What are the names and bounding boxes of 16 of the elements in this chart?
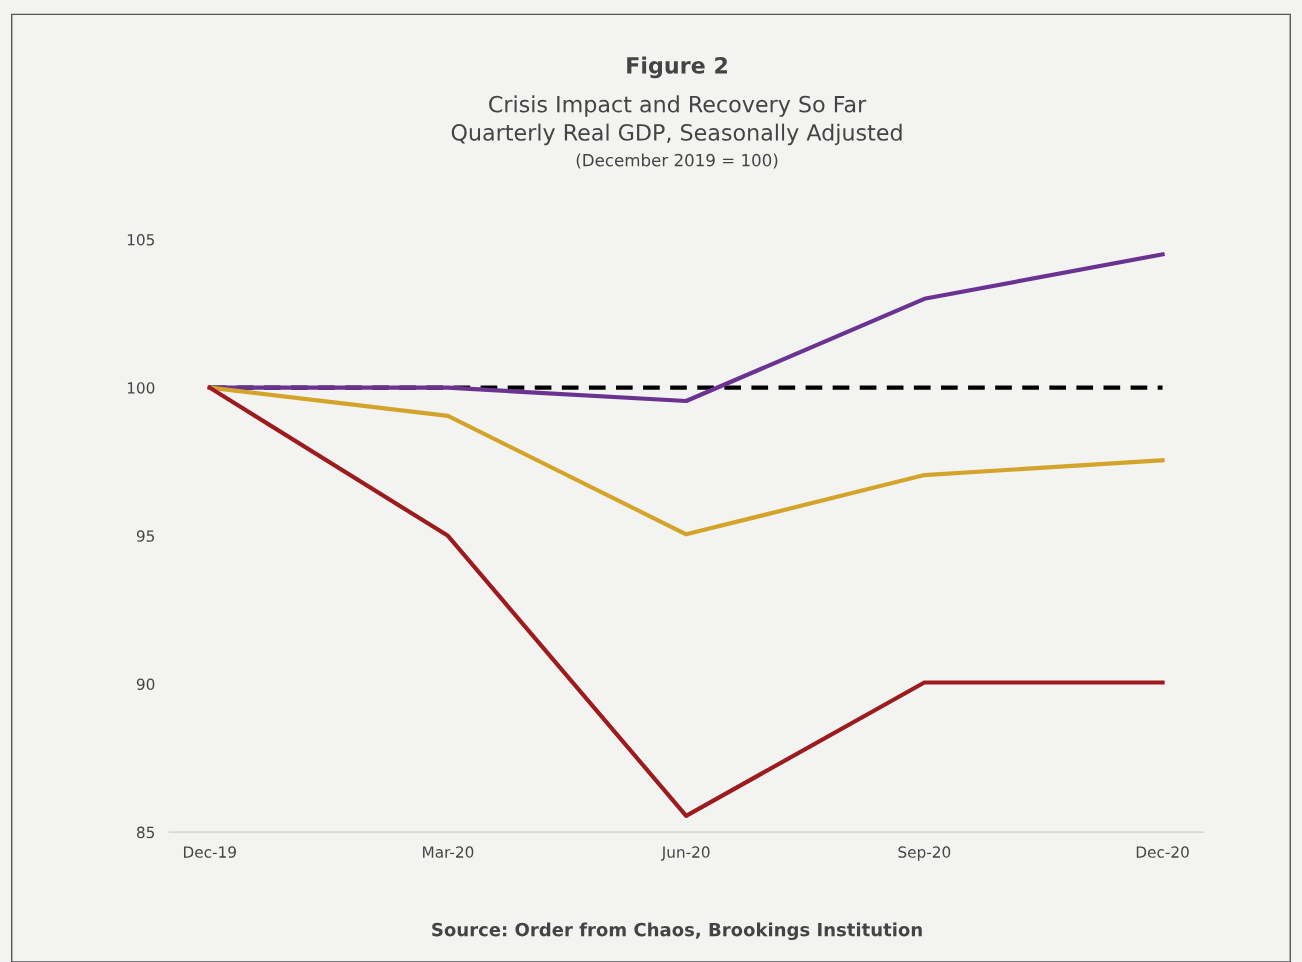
line-series [207, 385, 1165, 818]
text: (December 2019 = 100) [576, 153, 778, 169]
chart-subtitle: Crisis Impact and Recovery So Far Quarterly Real GDP, Seasonally Adjusted [451, 95, 902, 146]
x-tick-label: Dec-20 [1136, 846, 1189, 858]
y-tick-label: 85 [136, 826, 155, 839]
x-tick-label: Mar-20 [423, 846, 474, 858]
y-tick-label: 90 [136, 678, 155, 690]
y-tick-label: 95 [136, 530, 155, 542]
chart-title: Figure 2 [627, 56, 727, 79]
x-tick-label: Jun-20 [660, 846, 710, 861]
source-note: Source: Order from Chaos, Brookings Institution [432, 922, 922, 941]
x-tick-label: Sep-20 [898, 846, 951, 861]
y-tick-label: 100 [127, 382, 155, 394]
line-series [207, 385, 1165, 537]
x-tick-label: Dec-19 [183, 846, 236, 858]
y-tick-label: 105 [127, 234, 155, 246]
